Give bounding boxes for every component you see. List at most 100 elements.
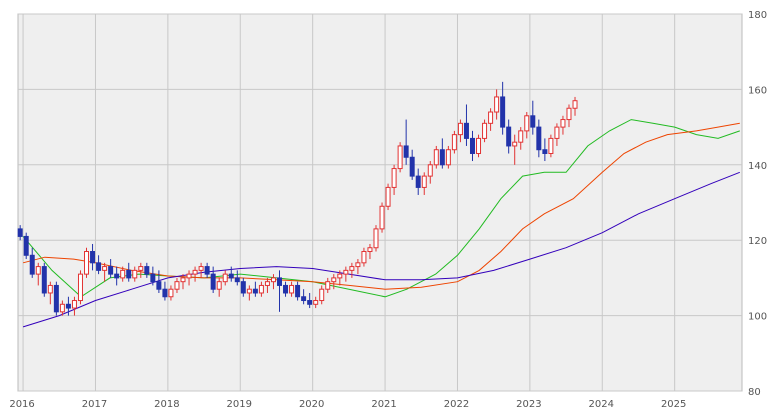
- candle-up: [192, 269, 198, 275]
- x-tick-label: 2018: [154, 399, 179, 410]
- candlesticks: [17, 81, 578, 316]
- candle-up: [222, 273, 228, 283]
- candle-up: [397, 145, 403, 170]
- candle-up: [494, 96, 500, 113]
- candle-down: [150, 273, 156, 283]
- candle-up: [391, 168, 397, 188]
- candle-up: [120, 269, 126, 279]
- candle-down: [17, 228, 23, 237]
- candle-down: [228, 273, 234, 279]
- x-tick-label: 2017: [82, 399, 107, 410]
- candle-up: [77, 273, 83, 302]
- candle-down: [126, 269, 132, 279]
- candle-up: [445, 149, 451, 166]
- candle-up: [246, 288, 252, 294]
- candle-up: [132, 269, 138, 279]
- y-tick-label: 100: [748, 312, 767, 323]
- candle-up: [174, 281, 180, 290]
- candle-down: [23, 235, 29, 256]
- candle-up: [71, 300, 77, 309]
- candle-down: [301, 296, 307, 302]
- candle-up: [572, 100, 578, 109]
- candle-down: [162, 288, 168, 298]
- candle-down: [234, 277, 240, 283]
- candle-up: [47, 284, 53, 294]
- candle-up: [168, 288, 174, 298]
- y-tick-label: 140: [748, 161, 767, 172]
- candle-up: [385, 186, 391, 207]
- x-tick-label: 2022: [444, 399, 469, 410]
- candle-down: [506, 126, 512, 147]
- candle-up: [102, 266, 108, 271]
- candle-down: [252, 288, 258, 294]
- candle-up: [566, 107, 572, 121]
- candle-down: [536, 126, 542, 151]
- candle-up: [476, 137, 482, 154]
- candle-down: [500, 96, 506, 128]
- candle-down: [156, 281, 162, 290]
- candle-up: [313, 300, 319, 305]
- candle-down: [283, 284, 289, 294]
- candle-down: [307, 300, 313, 305]
- candle-up: [488, 111, 494, 124]
- y-tick-label: 180: [748, 10, 767, 21]
- candle-up: [84, 251, 90, 275]
- candle-up: [270, 277, 276, 283]
- y-tick-label: 160: [748, 85, 767, 96]
- candle-up: [512, 141, 518, 147]
- y-tick-label: 80: [748, 387, 761, 398]
- candle-down: [469, 137, 475, 154]
- candle-up: [59, 303, 65, 313]
- candle-up: [518, 130, 524, 143]
- x-tick-label: 2019: [227, 399, 252, 410]
- candle-up: [325, 281, 331, 290]
- candle-up: [337, 273, 343, 279]
- candle-up: [349, 266, 355, 271]
- candle-down: [409, 156, 415, 177]
- x-tick-label: 2025: [661, 399, 686, 410]
- candle-down: [90, 251, 96, 264]
- plot-area: [17, 13, 743, 392]
- candle-down: [530, 115, 536, 128]
- candle-up: [548, 137, 554, 154]
- candle-up: [554, 126, 560, 139]
- candle-down: [210, 273, 216, 290]
- candle-down: [295, 284, 301, 298]
- x-tick-label: 2021: [371, 399, 396, 410]
- candle-up: [258, 284, 264, 294]
- candle-down: [463, 122, 469, 139]
- x-tick-label: 2023: [516, 399, 541, 410]
- candle-up: [361, 251, 367, 264]
- candle-up: [560, 119, 566, 128]
- candle-up: [524, 115, 530, 132]
- candle-down: [114, 273, 120, 279]
- candle-down: [29, 254, 35, 275]
- candle-up: [421, 175, 427, 188]
- candle-up: [331, 277, 337, 283]
- moving-average-line-2: [22, 122, 740, 290]
- candle-down: [108, 266, 114, 275]
- candle-up: [289, 284, 295, 294]
- candle-down: [415, 175, 421, 188]
- candle-up: [138, 266, 144, 271]
- candle-down: [204, 266, 210, 275]
- x-tick-label: 2020: [299, 399, 324, 410]
- x-tick-label: 2024: [589, 399, 614, 410]
- candle-up: [343, 269, 349, 275]
- candle-up: [264, 281, 270, 286]
- candle-up: [35, 266, 41, 275]
- grid-lines: [18, 13, 742, 392]
- candle-up: [319, 288, 325, 302]
- candle-up: [186, 273, 192, 279]
- candle-down: [240, 281, 246, 294]
- candle-down: [439, 149, 445, 166]
- moving-average-line-3: [22, 171, 740, 328]
- candle-up: [216, 281, 222, 290]
- axis-labels: 80 100 120 140 160 180 2016 2017 2018 2019 2020 202…: [9, 10, 767, 410]
- candle-up: [367, 247, 373, 253]
- candle-down: [144, 266, 150, 275]
- candle-down: [41, 266, 47, 294]
- candle-up: [355, 262, 361, 268]
- candle-down: [542, 149, 548, 154]
